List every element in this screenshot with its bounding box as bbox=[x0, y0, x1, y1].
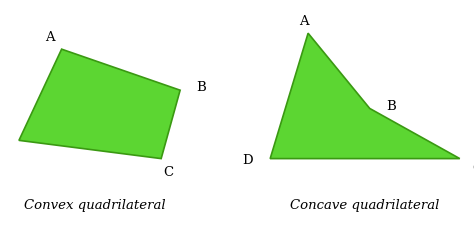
Text: C: C bbox=[163, 165, 173, 178]
Text: B: B bbox=[386, 99, 396, 112]
Text: Convex quadrilateral: Convex quadrilateral bbox=[24, 198, 165, 211]
Polygon shape bbox=[270, 34, 460, 159]
Text: A: A bbox=[300, 15, 309, 28]
Text: D: D bbox=[242, 153, 253, 167]
Text: A: A bbox=[45, 31, 55, 44]
Text: B: B bbox=[197, 81, 206, 94]
Text: C: C bbox=[473, 161, 474, 175]
Polygon shape bbox=[19, 50, 180, 159]
Text: Concave quadrilateral: Concave quadrilateral bbox=[290, 198, 440, 211]
